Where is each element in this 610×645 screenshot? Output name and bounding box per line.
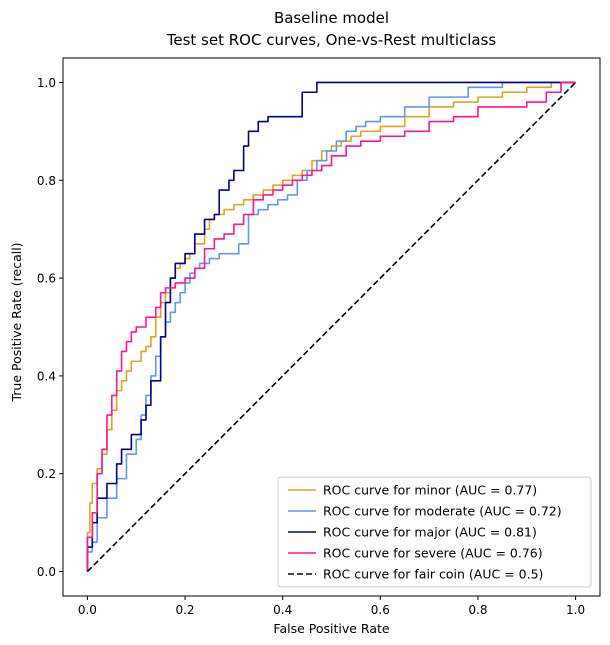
roc-series-line-1 <box>86 81 576 572</box>
legend-box <box>277 476 592 588</box>
y-axis-label: True Positive Rate (recall) <box>9 242 24 402</box>
legend-label: ROC curve for severe (AUC = 0.76) <box>323 546 543 561</box>
chart-title: Baseline model <box>274 9 389 27</box>
y-tick-label: 0.2 <box>37 467 56 481</box>
roc-series-line-2 <box>86 81 576 572</box>
roc-series-line-4 <box>86 81 577 573</box>
legend-label: ROC curve for moderate (AUC = 0.72) <box>323 504 562 519</box>
legend: ROC curve for minor (AUC = 0.77) ROC curv… <box>277 476 592 588</box>
x-tick-label: 0.2 <box>175 603 194 617</box>
x-tick-label: 0.6 <box>371 603 390 617</box>
x-tick-label: 0.4 <box>273 603 292 617</box>
legend-label: ROC curve for minor (AUC = 0.77) <box>323 483 537 498</box>
y-tick-label: 0.0 <box>37 565 56 579</box>
y-tick-label: 1.0 <box>37 76 56 90</box>
legend-label: ROC curve for major (AUC = 0.81) <box>323 525 537 540</box>
plot-frame <box>62 57 601 597</box>
y-tick-label: 0.8 <box>37 174 56 188</box>
y-tick-label: 0.4 <box>37 369 56 383</box>
x-tick-label: 0.8 <box>468 603 487 617</box>
y-tick-label: 0.6 <box>37 272 56 286</box>
x-tick-label: 1.0 <box>566 603 585 617</box>
chart-subtitle: Test set ROC curves, One-vs-Rest multicl… <box>166 31 497 49</box>
x-axis-label: False Positive Rate <box>273 621 389 636</box>
x-tick-label: 0.0 <box>78 603 97 617</box>
roc-series-line-3 <box>86 81 576 572</box>
legend-label: ROC curve for fair coin (AUC = 0.5) <box>323 567 543 582</box>
